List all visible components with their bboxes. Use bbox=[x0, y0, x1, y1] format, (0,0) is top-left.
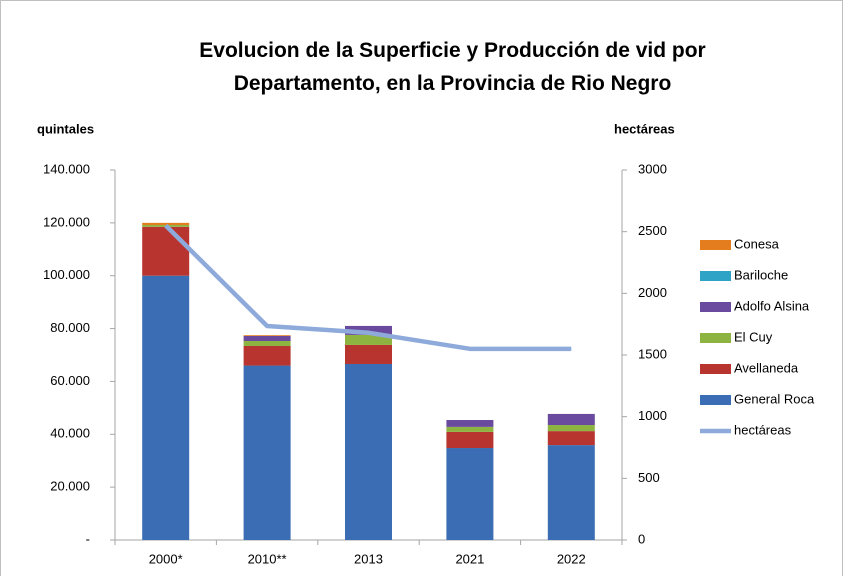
bar-segment bbox=[547, 431, 595, 446]
y-tick-label: 120.000 bbox=[43, 214, 90, 229]
y-tick-label: 20.000 bbox=[50, 479, 90, 494]
bar-segment bbox=[243, 365, 291, 540]
y-tick-label: 140.000 bbox=[43, 161, 90, 176]
y-axis-label: quintales bbox=[37, 121, 94, 136]
y2-tick-label: 2000 bbox=[638, 285, 667, 300]
y-tick-label: 60.000 bbox=[50, 373, 90, 388]
x-tick-label: 2010** bbox=[248, 551, 287, 566]
y2-tick-label: 3000 bbox=[638, 161, 667, 176]
legend-swatch bbox=[700, 333, 731, 343]
legend-label: hectáreas bbox=[734, 422, 792, 437]
bar-segment bbox=[243, 346, 291, 366]
bar-segment bbox=[446, 431, 494, 449]
legend-label: Conesa bbox=[734, 236, 780, 251]
bar-segment bbox=[345, 334, 392, 345]
y-tick-label: 80.000 bbox=[50, 320, 90, 335]
y2-tick-label: 2500 bbox=[638, 223, 667, 238]
bar-segment bbox=[345, 325, 392, 335]
bar-segment bbox=[345, 363, 392, 540]
legend-swatch bbox=[700, 271, 731, 281]
legend-swatch bbox=[700, 240, 731, 250]
legend-swatch bbox=[700, 395, 731, 405]
bar-segment bbox=[243, 340, 291, 347]
chart-title: Evolucion de la Superficie y Producción … bbox=[199, 39, 706, 95]
x-tick-label: 2021 bbox=[455, 551, 484, 566]
bar-segment bbox=[142, 226, 190, 276]
legend-swatch bbox=[700, 364, 731, 374]
y-tick-label: 100.000 bbox=[43, 267, 90, 282]
y2-tick-label: 1500 bbox=[638, 346, 667, 361]
legend-label: Avellaneda bbox=[734, 360, 799, 375]
bar-segment bbox=[243, 335, 291, 336]
bar-segment bbox=[446, 420, 494, 427]
y2-tick-label: 1000 bbox=[638, 408, 667, 423]
bar-segment bbox=[446, 426, 494, 432]
bar-segment bbox=[243, 335, 291, 341]
bar-segment bbox=[345, 344, 392, 364]
bar-segment bbox=[446, 448, 494, 540]
legend-label: Adolfo Alsina bbox=[734, 298, 810, 313]
x-tick-label: 2022 bbox=[557, 551, 586, 566]
y2-tick-label: 0 bbox=[638, 531, 645, 546]
line-series bbox=[164, 223, 572, 352]
y-tick-label: - bbox=[86, 531, 90, 546]
bar-segment bbox=[142, 222, 190, 225]
y2-tick-label: 500 bbox=[638, 470, 660, 485]
x-tick-label: 2013 bbox=[354, 551, 383, 566]
legend-label: Bariloche bbox=[734, 267, 788, 282]
bar-segment bbox=[142, 275, 190, 540]
legend-label: El Cuy bbox=[734, 329, 773, 344]
bar-segment bbox=[547, 413, 595, 426]
bar-segment bbox=[547, 445, 595, 540]
y2-axis-label: hectáreas bbox=[614, 121, 675, 136]
y-tick-label: 40.000 bbox=[50, 426, 90, 441]
bar-segment bbox=[547, 425, 595, 432]
x-tick-label: 2000* bbox=[149, 551, 183, 566]
legend-label: General Roca bbox=[734, 391, 815, 406]
legend-swatch bbox=[700, 302, 731, 312]
